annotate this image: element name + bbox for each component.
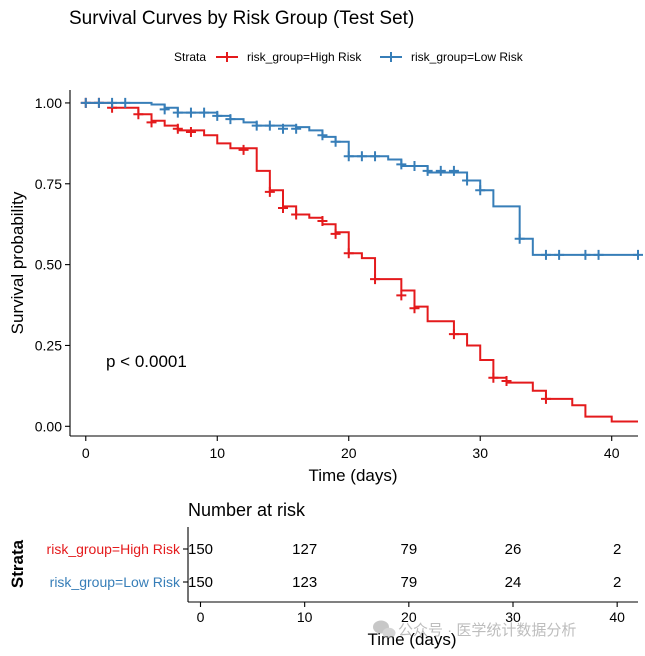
risk-table-row-label: risk_group=Low Risk (50, 574, 181, 590)
censor-mark-low-risk (448, 165, 459, 176)
censor-mark-low-risk (343, 151, 354, 162)
legend-label-high-risk: risk_group=High Risk (247, 50, 362, 64)
risk-table-cell: 150 (188, 541, 213, 558)
censor-mark-low-risk (540, 249, 551, 260)
watermark: 公众号 · 医学统计数据分析 (373, 620, 576, 639)
censor-mark-low-risk (107, 97, 118, 108)
x-tick-label: 10 (209, 445, 225, 461)
censor-mark-high-risk (238, 144, 249, 155)
censor-mark-high-risk (501, 376, 512, 387)
censor-mark-low-risk (422, 165, 433, 176)
x-axis-label: Time (days) (308, 466, 397, 485)
legend-key-low-risk (380, 52, 402, 62)
censor-mark-low-risk (120, 97, 131, 108)
risk-table-cells: risk_group=High Risk 150 127 79 26 2 risk_grou… (47, 541, 622, 591)
censor-mark-low-risk (554, 249, 565, 260)
censor-mark-low-risk (212, 110, 223, 121)
legend: Strata risk_group=High Risk risk_group=L… (174, 50, 524, 64)
risk-table-cell: 123 (292, 574, 317, 591)
censor-mark-low-risk (370, 151, 381, 162)
censor-mark-low-risk (633, 249, 643, 260)
x-tick-label: 20 (341, 445, 357, 461)
censor-mark-high-risk (448, 329, 459, 340)
censor-mark-high-risk (317, 215, 328, 226)
risk-table-cell: 2 (613, 574, 621, 591)
censor-mark-low-risk (225, 114, 236, 125)
censor-mark-high-risk (409, 303, 420, 314)
censor-mark-low-risk (593, 249, 604, 260)
x-tick-label: 40 (604, 445, 620, 461)
risk-table-cell: 79 (400, 574, 417, 591)
y-tick-label: 0.00 (35, 418, 62, 434)
censor-mark-high-risk (488, 372, 499, 383)
wechat-icon (373, 620, 396, 639)
censor-mark-low-risk (278, 123, 288, 134)
censor-mark-high-risk (343, 248, 354, 259)
legend-label-low-risk: risk_group=Low Risk (411, 50, 524, 64)
censor-mark-low-risk (514, 233, 525, 244)
censor-mark-high-risk (330, 228, 341, 239)
legend-title: Strata (174, 50, 206, 64)
risk-table-tick-label: 30 (505, 609, 521, 625)
censor-mark-high-risk (370, 274, 381, 285)
x-tick-label: 0 (82, 445, 90, 461)
survival-plot-axes: 0.00 0.25 0.50 0.75 1.00 0 10 20 30 40 (35, 90, 638, 461)
x-tick-label: 30 (472, 445, 488, 461)
survival-line-high-risk (85, 101, 638, 423)
legend-key-high-risk (216, 52, 238, 62)
censor-mark-low-risk (159, 104, 170, 115)
censor-mark-low-risk (264, 120, 275, 131)
risk-table-cell: 127 (292, 541, 317, 558)
survival-curves (80, 97, 643, 423)
y-tick-label: 1.00 (35, 95, 62, 111)
censor-mark-high-risk (264, 186, 275, 197)
risk-table-title: Number at risk (188, 500, 306, 520)
risk-table-cell: 150 (188, 574, 213, 591)
risk-table-cell: 24 (505, 574, 522, 591)
censor-mark-low-risk (580, 249, 591, 260)
risk-table-tick-label: 0 (197, 609, 205, 625)
y-axis-label: Survival probability (8, 191, 27, 334)
censor-mark-high-risk (185, 127, 196, 138)
censor-mark-low-risk (409, 160, 420, 171)
censor-mark-high-risk (540, 393, 551, 404)
risk-table-cell: 26 (505, 541, 522, 558)
censor-mark-low-risk (435, 165, 446, 176)
risk-table-tick-label: 40 (609, 609, 625, 625)
censor-mark-low-risk (475, 185, 486, 196)
censor-mark-high-risk (172, 123, 183, 134)
censor-mark-low-risk (462, 175, 473, 186)
y-tick-label: 0.50 (35, 257, 62, 273)
risk-table-cell: 2 (613, 541, 621, 558)
censor-mark-low-risk (396, 159, 407, 170)
p-value-annotation: p < 0.0001 (106, 352, 187, 371)
censor-mark-low-risk (330, 136, 341, 147)
censor-mark-low-risk (356, 151, 367, 162)
risk-table-cell: 79 (400, 541, 417, 558)
censor-mark-low-risk (185, 107, 196, 118)
risk-table-y-label: Strata (8, 539, 27, 588)
censor-mark-high-risk (396, 290, 407, 301)
risk-table-tick-label: 20 (401, 609, 417, 625)
y-tick-label: 0.75 (35, 176, 62, 192)
risk-table-row-label: risk_group=High Risk (47, 541, 181, 557)
censor-mark-low-risk (317, 130, 328, 141)
watermark-text: 公众号 · 医学统计数据分析 (398, 622, 576, 639)
risk-table-tick-label: 10 (297, 609, 313, 625)
censor-mark-high-risk (133, 109, 144, 120)
censor-mark-low-risk (172, 107, 183, 118)
censor-mark-low-risk (291, 123, 302, 134)
censor-mark-low-risk (251, 120, 262, 131)
censor-mark-low-risk (199, 107, 210, 118)
y-tick-label: 0.25 (35, 337, 62, 353)
censor-mark-high-risk (278, 203, 288, 214)
risk-table-axes: 0 10 20 30 40 (183, 527, 638, 625)
censor-mark-low-risk (80, 97, 91, 108)
censor-mark-high-risk (146, 117, 157, 128)
censor-mark-low-risk (93, 97, 104, 108)
chart-title: Survival Curves by Risk Group (Test Set) (69, 8, 414, 29)
censor-mark-high-risk (291, 209, 302, 220)
